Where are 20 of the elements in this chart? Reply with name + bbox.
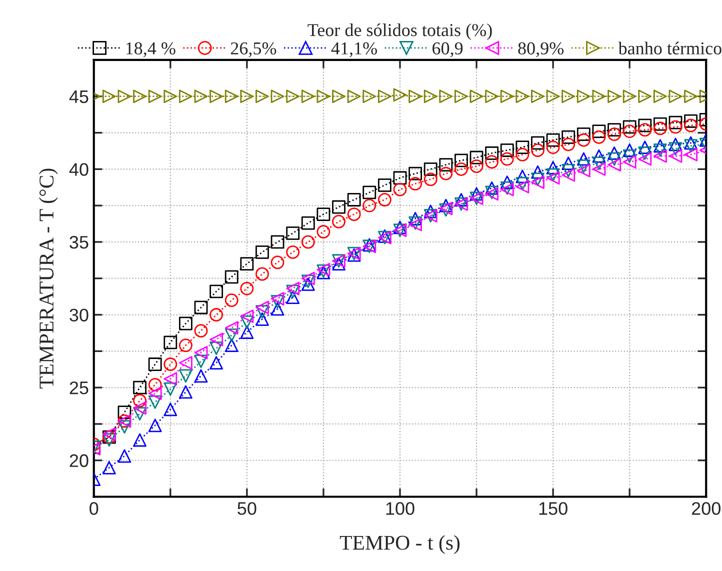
y-axis-title: TEMPERATURA - T (°C)	[38, 168, 58, 389]
y-tick-label: 45	[69, 90, 88, 104]
x-tick-label: 100	[386, 502, 414, 515]
x-tick-label: 0	[90, 502, 98, 515]
legend-label: 18,4 %	[126, 42, 176, 58]
x-axis-title: TEMPO - t (s)	[340, 535, 460, 554]
x-tick-label: 200	[692, 502, 720, 515]
legend-label: 80,9%	[518, 42, 564, 58]
legend-label: banho térmico	[618, 42, 722, 54]
legend-label: 26,5%	[230, 42, 276, 58]
legend-label: 60,9	[432, 42, 463, 58]
y-tick-label: 20	[70, 454, 88, 468]
x-tick-label: 50	[238, 502, 256, 515]
x-tick-label: 150	[539, 502, 568, 515]
y-tick-label: 25	[70, 382, 88, 394]
legend-title: Teor de sólidos totais (%)	[308, 23, 492, 40]
y-tick-label: 40	[69, 163, 88, 176]
legend-label: 41,1%	[331, 42, 377, 58]
y-tick-label: 30	[70, 308, 88, 322]
y-tick-label: 35	[70, 236, 88, 249]
